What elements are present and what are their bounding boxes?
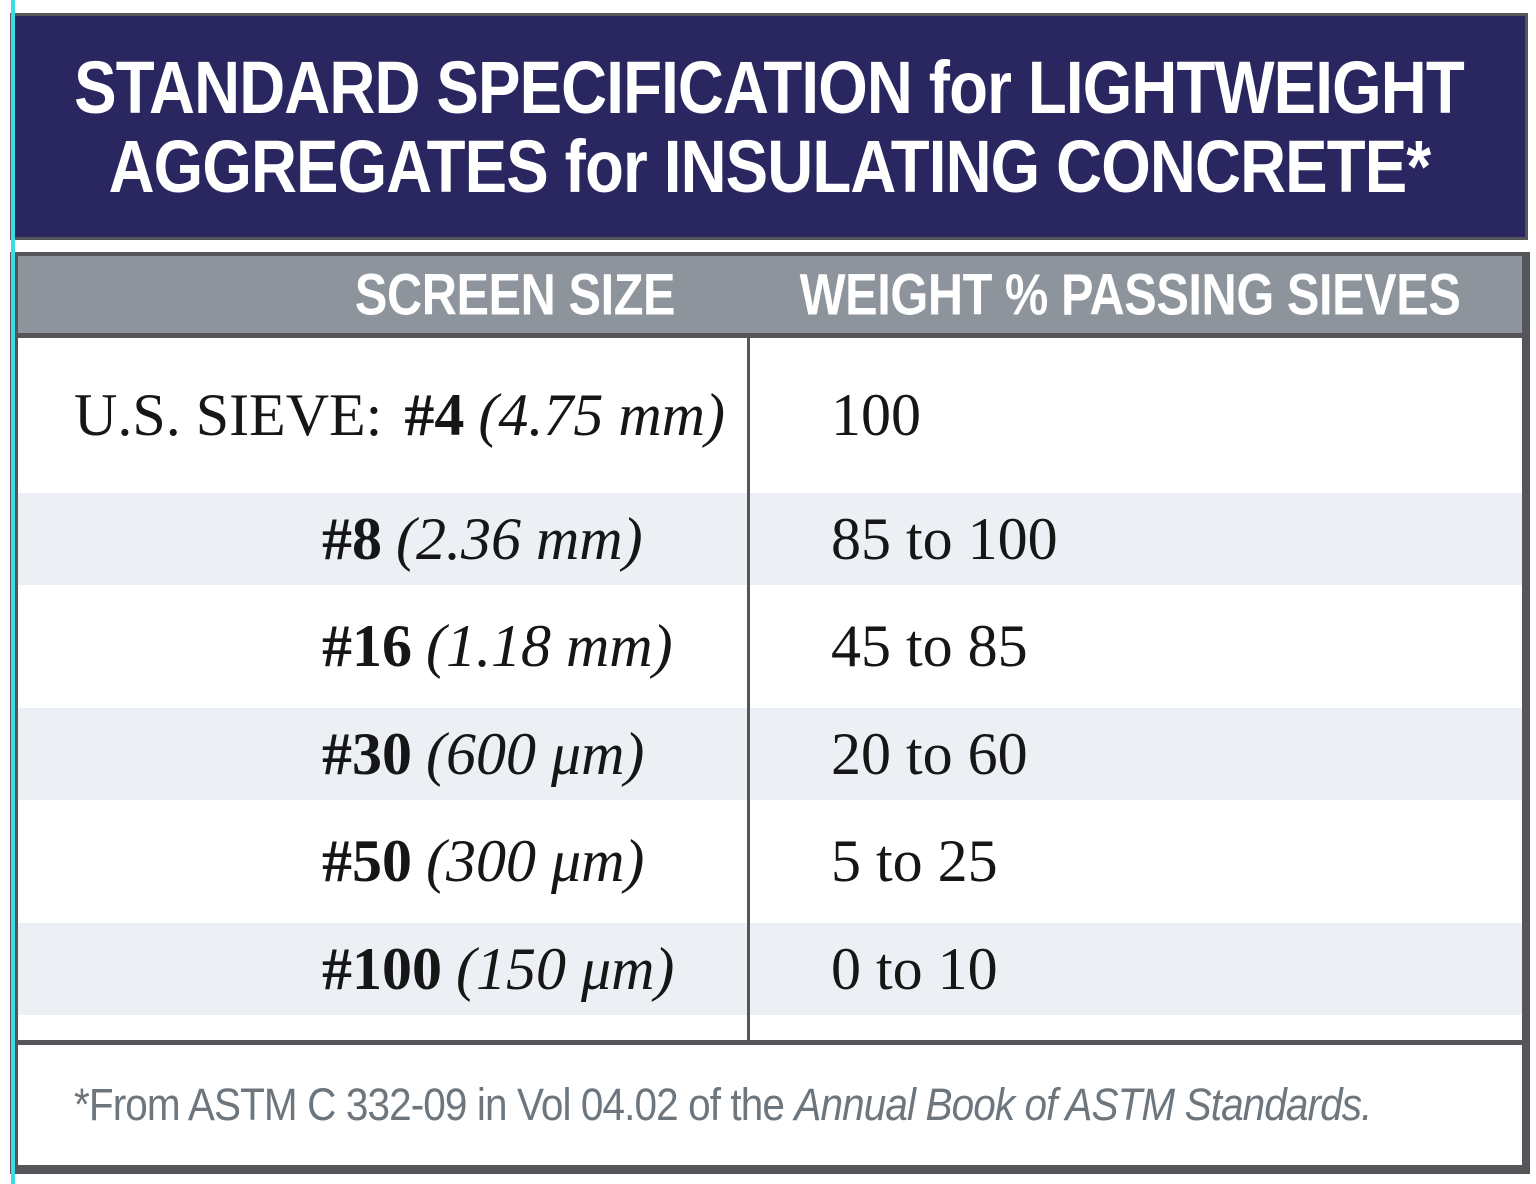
column-header-screen-size: SCREEN SIZE xyxy=(354,262,676,327)
left-accent-line xyxy=(11,0,15,1184)
title-line-1: STANDARD SPECIFICATION for LIGHTWEIGHT xyxy=(74,45,1465,129)
screen-size-cell: #8 (2.36 mm) xyxy=(18,505,747,574)
sieve-number: #8 xyxy=(322,505,382,572)
weight-passing-cell: 100 xyxy=(747,381,1522,450)
sieve-number: #16 xyxy=(322,613,412,679)
sieve-size: (150 μm) xyxy=(456,935,675,1002)
screen-size-cell: #16 (1.18 mm) xyxy=(18,612,747,681)
table-row: #100 (150 μm) 0 to 10 xyxy=(18,923,1522,1015)
footnote: *From ASTM C 332-09 in Vol 04.02 of the … xyxy=(18,1040,1522,1165)
footnote-text: *From ASTM C 332-09 in Vol 04.02 of the … xyxy=(74,1079,1372,1131)
sieve-number: #4 xyxy=(404,382,465,448)
passing-value: 20 to 60 xyxy=(831,720,1028,787)
passing-value: 45 to 85 xyxy=(831,613,1028,679)
table-row: #16 (1.18 mm) 45 to 85 xyxy=(18,585,1522,708)
sieve-number: #100 xyxy=(322,935,442,1002)
passing-value: 5 to 25 xyxy=(831,828,998,894)
passing-value: 0 to 10 xyxy=(831,935,998,1002)
passing-value: 100 xyxy=(831,382,921,448)
weight-passing-cell: 45 to 85 xyxy=(747,612,1522,681)
sieve-size: (600 μm) xyxy=(426,720,645,787)
weight-passing-cell: 85 to 100 xyxy=(747,505,1522,574)
sieve-number: #50 xyxy=(322,828,412,894)
table-row: #8 (2.36 mm) 85 to 100 xyxy=(18,493,1522,585)
row-label-prefix: U.S. SIEVE: xyxy=(74,382,383,448)
title-banner: STANDARD SPECIFICATION for LIGHTWEIGHT A… xyxy=(10,13,1528,240)
column-divider xyxy=(747,338,750,1040)
screen-size-cell: #100 (150 μm) xyxy=(18,935,747,1004)
title-line-2: AGGREGATES for INSULATING CONCRETE* xyxy=(108,124,1431,208)
column-header-weight-passing: WEIGHT % PASSING SIEVES xyxy=(799,262,1461,327)
sieve-size: (2.36 mm) xyxy=(396,505,643,572)
screen-size-cell: #30 (600 μm) xyxy=(18,720,747,789)
sieve-number: #30 xyxy=(322,720,412,787)
table-row: #50 (300 μm) 5 to 25 xyxy=(18,800,1522,923)
footnote-regular: *From ASTM C 332-09 in Vol 04.02 of the xyxy=(74,1079,795,1130)
table-header-row: SCREEN SIZE WEIGHT % PASSING SIEVES xyxy=(18,252,1522,338)
weight-passing-cell: 20 to 60 xyxy=(747,720,1522,789)
passing-value: 85 to 100 xyxy=(831,505,1058,572)
sieve-size: (4.75 mm) xyxy=(478,382,725,448)
sieve-size: (1.18 mm) xyxy=(426,613,673,679)
spec-table: SCREEN SIZE WEIGHT % PASSING SIEVES U.S.… xyxy=(10,252,1530,1174)
footnote-italic: Annual Book of ASTM Standards. xyxy=(794,1079,1372,1130)
sieve-size: (300 μm) xyxy=(426,828,645,894)
table-bottom-gap xyxy=(18,1015,1522,1040)
screen-size-cell: #50 (300 μm) xyxy=(18,827,747,896)
table-body: U.S. SIEVE: #4 (4.75 mm) 100 #8 (2.36 mm) 8… xyxy=(18,338,1522,1040)
screen-size-cell: U.S. SIEVE: #4 (4.75 mm) xyxy=(18,381,747,450)
table-row: #30 (600 μm) 20 to 60 xyxy=(18,708,1522,800)
weight-passing-cell: 5 to 25 xyxy=(747,827,1522,896)
table-row: U.S. SIEVE: #4 (4.75 mm) 100 xyxy=(18,338,1522,493)
weight-passing-cell: 0 to 10 xyxy=(747,935,1522,1004)
